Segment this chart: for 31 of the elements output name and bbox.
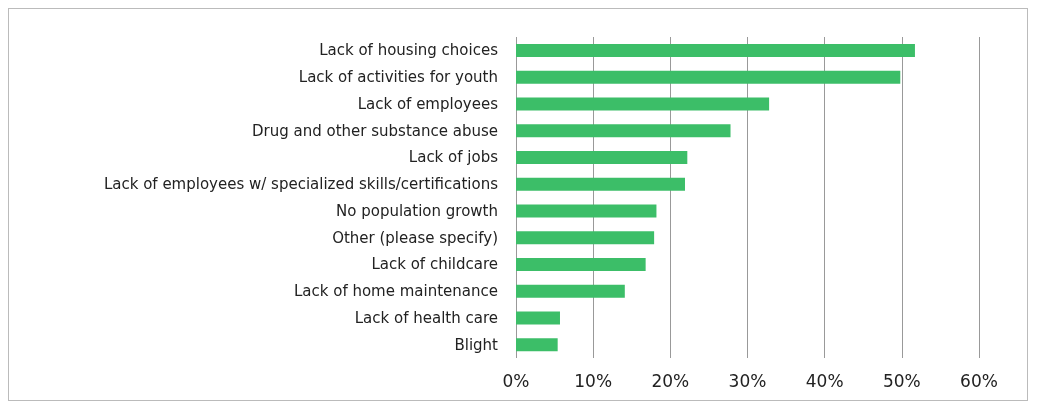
y-tick-label: Lack of health care	[354, 308, 498, 327]
bar	[516, 284, 625, 298]
bar	[516, 311, 560, 325]
y-tick-label: Lack of home maintenance	[293, 282, 498, 301]
y-tick-label: Blight	[454, 335, 499, 354]
x-tick-label: 0%	[502, 370, 530, 391]
bar	[516, 124, 731, 138]
bar	[516, 257, 646, 271]
y-tick-label: Lack of employees w/ specialized skills/certifications	[103, 175, 499, 194]
x-tick-label: 30%	[728, 370, 767, 391]
y-tick-label: Drug and other substance abuse	[252, 121, 498, 140]
y-tick-label: Lack of employees	[357, 94, 499, 113]
bar	[516, 204, 657, 218]
x-tick-label: 50%	[882, 370, 921, 391]
x-tick-label: 40%	[805, 370, 844, 391]
bar	[516, 70, 901, 84]
x-tick-label: 10%	[574, 370, 613, 391]
bar	[516, 97, 770, 111]
bar	[516, 177, 685, 191]
y-tick-label: Lack of activities for youth	[298, 68, 498, 87]
bar	[516, 231, 655, 245]
bar	[516, 338, 558, 352]
bar	[516, 150, 688, 164]
x-tick-label: 20%	[651, 370, 690, 391]
y-tick-label: Lack of jobs	[408, 148, 499, 167]
y-tick-label: Lack of housing choices	[319, 41, 499, 60]
x-tick-label: 60%	[960, 370, 998, 391]
y-tick-label: Other (please specify)	[332, 228, 498, 247]
y-tick-label: No population growth	[336, 201, 498, 220]
y-tick-label: Lack of childcare	[371, 255, 498, 274]
bar	[516, 43, 915, 57]
